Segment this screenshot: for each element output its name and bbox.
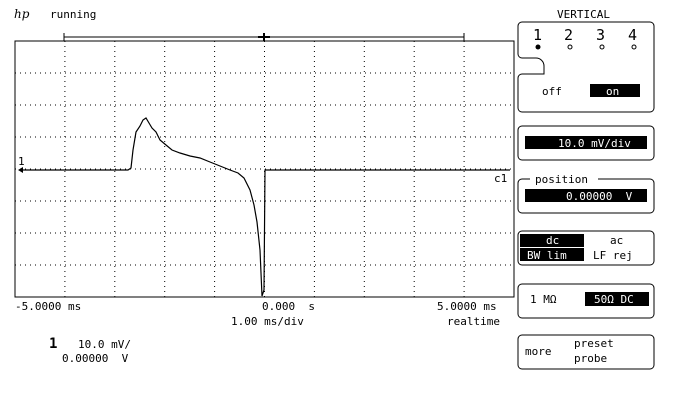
logo: hp bbox=[14, 7, 30, 21]
display-off[interactable]: off bbox=[542, 85, 562, 98]
more[interactable]: more bbox=[525, 345, 552, 358]
preset[interactable]: preset bbox=[574, 337, 614, 350]
time-center: 0.000 s bbox=[262, 300, 315, 313]
probe-button[interactable] bbox=[517, 334, 655, 370]
menu-title: VERTICAL bbox=[557, 8, 610, 21]
channel-number: 1 bbox=[49, 336, 57, 352]
waveform bbox=[20, 117, 510, 297]
plot: 1 c1 bbox=[14, 33, 515, 298]
channel-1[interactable]: 1 bbox=[533, 26, 542, 44]
impedance-high[interactable]: 1 MΩ bbox=[530, 293, 557, 306]
channel-scale: 10.0 mV/ bbox=[78, 338, 131, 351]
time-right: 5.0000 ms bbox=[437, 300, 497, 313]
channel-3[interactable]: 3 bbox=[596, 26, 605, 44]
time-left: -5.0000 ms bbox=[15, 300, 81, 313]
trace-label: c1 bbox=[494, 172, 507, 185]
scale-value[interactable]: 10.0 mV/div bbox=[558, 137, 631, 150]
channel-2[interactable]: 2 bbox=[564, 26, 573, 44]
run-state: running bbox=[50, 8, 96, 21]
acq-mode: realtime bbox=[447, 315, 500, 328]
coupling-ac[interactable]: ac bbox=[610, 234, 623, 247]
probe[interactable]: probe bbox=[574, 352, 607, 365]
display-on[interactable]: on bbox=[606, 85, 619, 98]
coupling-dc[interactable]: dc bbox=[546, 234, 559, 247]
impedance-low[interactable]: 50Ω DC bbox=[594, 293, 634, 306]
position-value[interactable]: 0.00000 V bbox=[566, 190, 633, 203]
timebase: 1.00 ms/div bbox=[231, 315, 304, 328]
trace-marker: 1 bbox=[18, 155, 25, 168]
channel-selector[interactable]: 1 2 3 4 bbox=[533, 26, 637, 50]
channel-offset: 0.00000 V bbox=[62, 352, 129, 365]
lf-reject[interactable]: LF rej bbox=[593, 249, 633, 262]
bw-limit[interactable]: BW lim bbox=[527, 249, 567, 262]
channel-4[interactable]: 4 bbox=[628, 26, 637, 44]
position-label[interactable]: position bbox=[535, 173, 588, 186]
